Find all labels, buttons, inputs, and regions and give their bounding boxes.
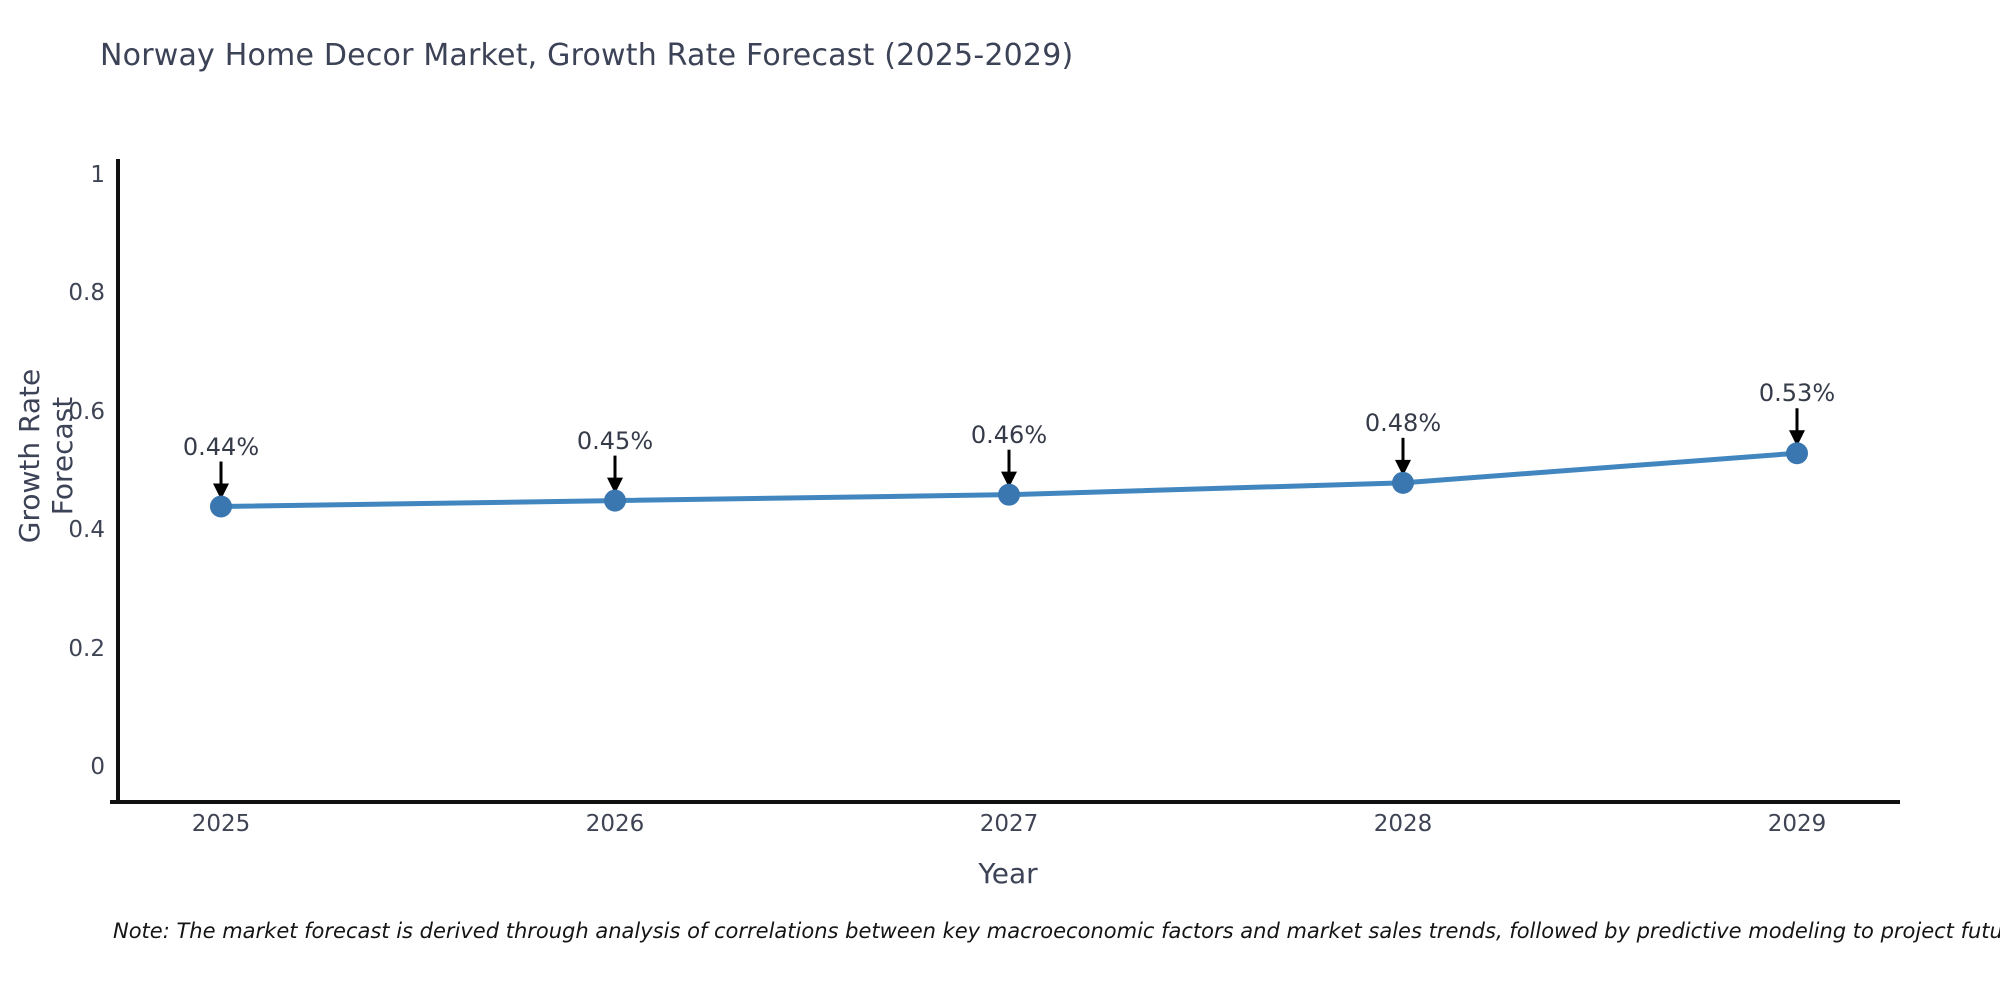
- chart-title: Norway Home Decor Market, Growth Rate Fo…: [100, 38, 1074, 73]
- point-label-2029: 0.53%: [1758, 379, 1836, 408]
- data-point-2026: [604, 489, 626, 512]
- annotation-arrowhead-2027: [1001, 471, 1017, 488]
- point-label-2028: 0.48%: [1364, 408, 1442, 437]
- y-tick-label-0.6: 0.6: [68, 398, 105, 425]
- footnote: Note: The market forecast is derived thr…: [113, 919, 2000, 943]
- annotation-arrowhead-2025: [213, 483, 229, 500]
- x-tick-label-2028: 2028: [1373, 811, 1433, 837]
- annotation-arrowhead-2026: [607, 477, 623, 494]
- annotation-arrowhead-2028: [1395, 459, 1411, 476]
- x-axis-title: Year: [978, 857, 1038, 890]
- data-point-2028: [1392, 471, 1414, 494]
- y-tick-label-0: 0: [90, 754, 105, 780]
- data-point-2029: [1786, 442, 1808, 465]
- y-tick-label-0.2: 0.2: [68, 635, 105, 662]
- y-tick-label-1: 1: [90, 162, 105, 188]
- y-tick-label-0.4: 0.4: [68, 517, 105, 544]
- x-tick-label-2027: 2027: [979, 811, 1039, 837]
- point-label-2025: 0.44%: [182, 432, 260, 461]
- x-tick-label-2029: 2029: [1767, 811, 1827, 837]
- x-tick-label-2025: 2025: [191, 811, 251, 837]
- point-label-2026: 0.45%: [576, 426, 654, 455]
- data-point-2027: [998, 483, 1020, 506]
- y-tick-label-0.8: 0.8: [68, 280, 105, 307]
- annotation-arrowhead-2029: [1789, 430, 1805, 447]
- data-point-2025: [210, 495, 232, 518]
- point-label-2027: 0.46%: [970, 420, 1048, 449]
- x-tick-label-2026: 2026: [585, 811, 645, 837]
